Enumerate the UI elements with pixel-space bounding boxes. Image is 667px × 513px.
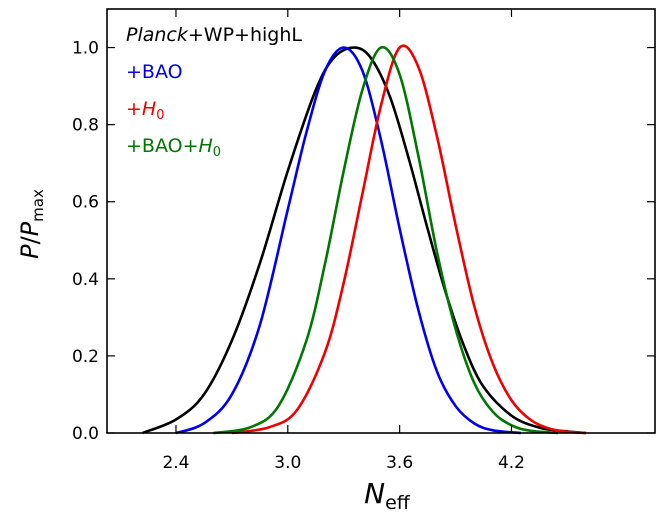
series-line-0 [141, 46, 587, 435]
legend-entry-part: 0 [213, 145, 221, 160]
y-tick-label: 0.8 [72, 116, 99, 136]
y-axis-label-sub: max [29, 189, 47, 222]
x-axis-label: Neff [364, 477, 411, 513]
x-axis-label-sub: eff [385, 492, 411, 513]
legend-entry-2: +H0 [126, 98, 165, 123]
y-tick-label: 0.0 [72, 424, 99, 444]
series-line-2 [231, 44, 587, 435]
y-axis-label-p: P [16, 244, 44, 259]
series-line-1 [175, 46, 521, 435]
legend-entry-part: Planck [126, 24, 189, 46]
y-tick-label: 1.0 [72, 39, 99, 59]
legend-entry-3: +BAO+H0 [126, 135, 221, 160]
legend-entry-part: H [142, 98, 156, 120]
legend: Planck+WP+highL+BAO+H0+BAO+H0 [126, 24, 302, 160]
y-tick-label: 0.4 [72, 270, 99, 290]
series-line-3 [213, 45, 559, 435]
y-axis-label-pmax: P [16, 221, 44, 236]
plot-area [141, 44, 587, 435]
axes-ticks: 2.4 3.0 3.6 4.2 0.0 0.2 0.4 0.6 0.8 1.0 [72, 9, 655, 473]
x-tick-label: 4.2 [498, 453, 525, 473]
legend-entry-0: Planck+WP+highL [126, 24, 302, 46]
x-tick-label: 3.6 [386, 453, 413, 473]
x-axis-label-main: N [364, 477, 385, 510]
legend-entry-part: + [126, 98, 142, 120]
legend-entry-1: +BAO [126, 61, 183, 83]
legend-entry-part: H [199, 135, 213, 157]
plot-frame [106, 8, 656, 434]
legend-entry-part: +BAO+ [126, 135, 199, 157]
x-tick-label: 3.0 [274, 453, 301, 473]
y-tick-label: 0.2 [72, 347, 99, 367]
y-tick-label: 0.6 [72, 193, 99, 213]
legend-entry-part: 0 [156, 108, 164, 123]
y-axis-label-slash: / [16, 235, 44, 244]
y-axis-label: P/Pmax [16, 189, 47, 259]
x-tick-label: 2.4 [162, 453, 189, 473]
legend-entry-part: +WP+highL [188, 24, 303, 46]
legend-entry-part: +BAO [126, 61, 183, 83]
